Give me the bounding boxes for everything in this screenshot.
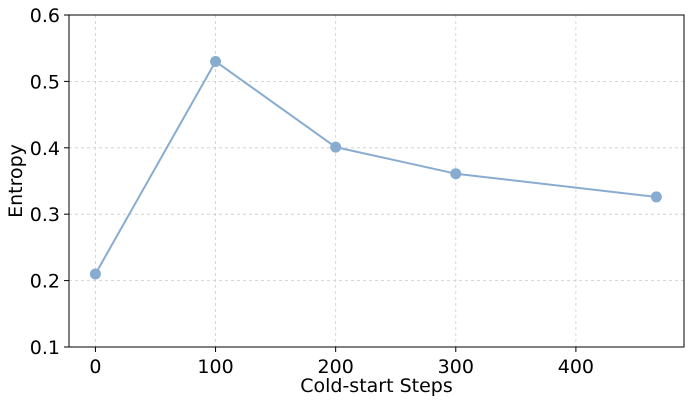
y-axis-label: Entropy xyxy=(5,144,27,218)
x-axis-ticks: 0 100 200 300 400 xyxy=(89,347,594,378)
x-tick-label: 300 xyxy=(438,356,474,378)
data-point xyxy=(650,191,662,203)
data-point xyxy=(89,268,101,280)
y-tick-label: 0.2 xyxy=(30,271,60,293)
x-tick-label: 400 xyxy=(558,356,594,378)
y-tick-label: 0.5 xyxy=(30,71,60,93)
x-axis-label: Cold-start Steps xyxy=(300,375,453,397)
data-point xyxy=(330,141,342,153)
series-layer xyxy=(89,55,662,280)
x-tick-label: 200 xyxy=(318,356,354,378)
y-tick-label: 0.6 xyxy=(30,5,60,27)
y-tick-label: 0.1 xyxy=(30,337,60,359)
series-line xyxy=(94,60,657,275)
y-tick-label: 0.3 xyxy=(30,204,60,226)
grid xyxy=(69,14,684,348)
plot-frame xyxy=(68,14,685,348)
x-tick-label: 100 xyxy=(197,356,233,378)
data-point xyxy=(210,55,222,67)
x-tick-label: 0 xyxy=(89,356,101,378)
y-tick-label: 0.4 xyxy=(30,138,60,160)
data-point xyxy=(450,168,462,180)
y-axis-ticks: 0.1 0.2 0.3 0.4 0.5 0.6 xyxy=(30,5,69,359)
